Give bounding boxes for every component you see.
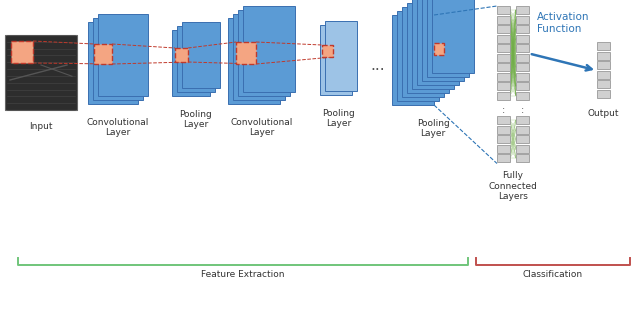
Bar [182,22,220,88]
Bar [497,44,510,52]
Bar [516,35,529,43]
Bar [320,25,352,95]
Bar [516,44,529,52]
Bar [516,63,529,71]
Bar [497,154,510,162]
Text: Activation
Function: Activation Function [537,12,589,34]
Bar [597,80,610,88]
Bar [497,126,510,133]
Bar [497,25,510,33]
Text: :: : [521,105,524,115]
Bar [516,154,529,162]
Bar [497,16,510,24]
Bar [516,82,529,90]
Bar [516,135,529,143]
Bar [516,116,529,124]
Text: :: : [502,105,505,115]
FancyBboxPatch shape [322,45,333,57]
Bar [497,82,510,90]
Bar [497,6,510,14]
Bar [516,6,529,14]
Bar [88,22,138,104]
Bar [422,0,464,81]
FancyBboxPatch shape [236,42,256,64]
Bar [432,0,474,73]
Bar [497,145,510,152]
Bar [497,53,510,62]
Text: Convolutional
Layer: Convolutional Layer [87,118,149,137]
Bar [597,61,610,69]
Bar [497,63,510,71]
FancyBboxPatch shape [11,41,33,63]
FancyBboxPatch shape [94,44,112,64]
Bar [497,135,510,143]
Bar [325,21,357,91]
Bar [228,18,280,104]
Bar [597,52,610,59]
Bar [243,6,295,92]
Bar [392,15,434,105]
Bar [516,91,529,100]
Bar [5,35,77,110]
Bar [497,72,510,81]
Bar [516,72,529,81]
Bar [93,18,143,100]
Bar [597,71,610,78]
Text: Pooling
Layer: Pooling Layer [322,109,355,128]
Bar [172,30,210,96]
Bar [597,90,610,98]
FancyBboxPatch shape [434,43,444,55]
Bar [516,145,529,152]
Bar [497,91,510,100]
Bar [516,53,529,62]
Bar [98,14,148,96]
Bar [427,0,469,77]
Text: Pooling
Layer: Pooling Layer [417,119,449,138]
Bar [497,116,510,124]
Text: Classification: Classification [523,270,583,279]
Text: Convolutional
Layer: Convolutional Layer [230,118,292,137]
Bar [238,10,290,96]
Bar [516,16,529,24]
Bar [497,35,510,43]
Bar [397,11,439,101]
Bar [402,7,444,97]
Bar [516,25,529,33]
Text: Output: Output [588,109,620,118]
FancyBboxPatch shape [175,48,188,62]
Bar [597,42,610,50]
Bar [407,3,449,93]
Text: Feature Extraction: Feature Extraction [201,270,285,279]
Text: Fully
Connected
Layers: Fully Connected Layers [488,171,538,201]
Bar [233,14,285,100]
Text: Pooling
Layer: Pooling Layer [180,110,212,129]
Bar [177,26,215,92]
Bar [516,126,529,133]
Bar [417,0,459,85]
Bar [412,0,454,89]
Text: ...: ... [371,58,385,72]
Text: Input: Input [29,122,52,131]
